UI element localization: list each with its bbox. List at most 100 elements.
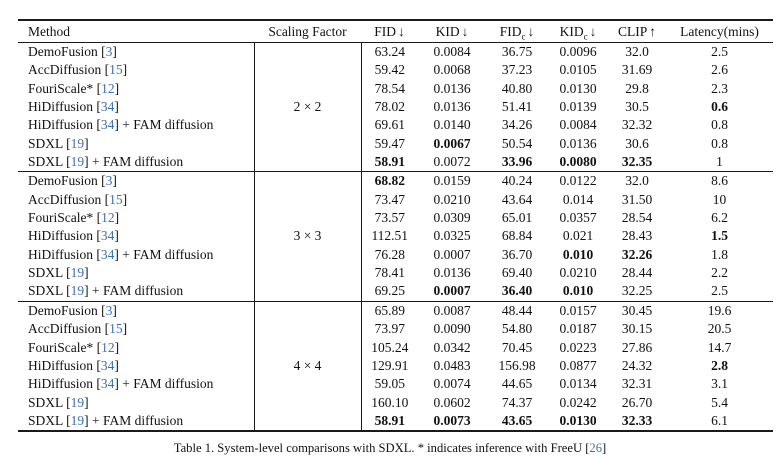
metric-value-cell: 58.91	[374, 154, 405, 170]
citation-link[interactable]: 34	[100, 117, 115, 133]
metric-value-cell: 2.3	[711, 80, 728, 96]
metric-value-cell: 0.010	[562, 283, 594, 299]
metric-value-cell: 73.97	[374, 321, 405, 337]
metric-value-cell: 36.70	[501, 246, 533, 262]
metric-value-cell: 20.5	[707, 321, 732, 337]
table-caption: Table 1. System-level comparisons with S…	[0, 441, 780, 456]
metric-value-cell: 10	[712, 191, 727, 207]
citation-link[interactable]: 19	[70, 283, 85, 299]
metric-value-cell: 0.0325	[433, 228, 471, 244]
citation-link[interactable]: 3	[105, 302, 113, 318]
table-row: AccDiffusion [15] 59.42 0.0068 37.23 0.0105 3…	[18, 61, 773, 79]
metric-value-cell: 0.0187	[559, 321, 597, 337]
table-row: FouriScale* [12] 105.24 0.0342 70.45 0.0223 2…	[18, 339, 773, 357]
method-cell: DemoFusion [3]	[18, 43, 254, 62]
citation-link[interactable]: 19	[70, 394, 85, 410]
metric-value-cell: 19.6	[707, 302, 732, 318]
column-header: FIDc ↓	[486, 20, 548, 43]
method-name: AccDiffusion [	[28, 321, 110, 337]
method-name-suffix: ]	[114, 210, 120, 226]
table-row: AccDiffusion [15] 73.47 0.0210 43.64 0.014 31…	[18, 191, 773, 209]
metric-value-cell: 43.65	[501, 412, 533, 428]
method-name: HiDiffusion [	[28, 117, 101, 133]
column-header-label: KID	[559, 23, 584, 39]
table-row: SDXL [19] + FAM diffusion 58.91 0.0073 43.6…	[18, 412, 773, 431]
citation-link[interactable]: 19	[70, 154, 85, 170]
method-name-suffix: ] + FAM diffusion	[84, 154, 184, 170]
metric-value-cell: 2.6	[711, 62, 728, 78]
table-header-row: Method Scaling Factor FID ↓ KID ↓ FIDc ↓ KIDc ↓ CL…	[18, 20, 773, 43]
metric-value-cell: 0.0130	[559, 412, 597, 428]
metric-value-cell: 32.0	[625, 173, 649, 189]
metric-value-cell: 2.8	[711, 357, 728, 373]
method-name: FouriScale* [	[28, 210, 102, 226]
column-header-subscript: c	[521, 31, 526, 42]
metric-value-cell: 0.0073	[433, 412, 471, 428]
metric-value-cell: 31.69	[621, 62, 653, 78]
metric-value-cell: 27.86	[621, 339, 653, 355]
metric-value-cell: 36.40	[501, 283, 533, 299]
citation-link[interactable]: 34	[100, 376, 115, 392]
citation-link[interactable]: 15	[109, 191, 123, 207]
table-row: HiDiffusion [34] 129.91 0.0483 156.98 0.0877…	[18, 357, 773, 375]
method-name: HiDiffusion [	[28, 99, 101, 115]
metric-value-cell: 0.0084	[433, 44, 471, 59]
method-cell: HiDiffusion [34]	[18, 357, 254, 375]
metric-value-cell: 30.15	[621, 321, 653, 337]
citation-link[interactable]: 12	[101, 210, 115, 226]
metric-value-cell: 0.0140	[433, 117, 471, 133]
citation-link[interactable]: 3	[105, 44, 113, 59]
metric-value-cell: 14.7	[707, 339, 732, 355]
metric-value-cell: 0.0122	[559, 173, 597, 189]
table-row: SDXL [19] + FAM diffusion 58.91 0.0072 33.9…	[18, 153, 773, 172]
metric-value-cell: 0.0007	[433, 283, 471, 299]
citation-link[interactable]: 19	[70, 135, 85, 151]
citation-link[interactable]: 34	[100, 228, 115, 244]
method-cell: SDXL [19]	[18, 264, 254, 282]
citation-link[interactable]: 19	[70, 412, 85, 428]
method-name-suffix: ]	[122, 321, 128, 337]
metric-value-cell: 0.0139	[559, 99, 597, 115]
method-cell: SDXL [19] + FAM diffusion	[18, 153, 254, 172]
metric-value-cell: 1	[716, 154, 723, 170]
metric-value-cell: 0.0602	[433, 394, 471, 410]
metric-value-cell: 0.0210	[433, 191, 471, 207]
citation-link[interactable]: 34	[100, 357, 115, 373]
method-name: HiDiffusion [	[28, 357, 101, 373]
citation-link[interactable]: 19	[70, 265, 85, 281]
column-header-label: Method	[28, 23, 70, 39]
arrow-up-icon: ↑	[649, 23, 656, 39]
metric-value-cell: 0.0087	[433, 302, 471, 318]
metric-value-cell: 0.6	[711, 99, 728, 115]
metric-value-cell: 68.82	[374, 173, 405, 189]
citation-link[interactable]: 3	[105, 173, 113, 189]
metric-value-cell: 24.32	[621, 357, 653, 373]
metric-value-cell: 0.0210	[559, 265, 597, 281]
citation-link[interactable]: 12	[101, 339, 115, 355]
table-row: HiDiffusion [34] + FAM diffusion 59.05 0.0…	[18, 375, 773, 393]
metric-value-cell: 43.64	[501, 191, 533, 207]
column-header-subscript: c	[583, 31, 588, 42]
citation-link[interactable]: 34	[100, 246, 115, 262]
metric-value-cell: 34.26	[501, 117, 533, 133]
metric-value-cell: 30.6	[625, 135, 649, 151]
citation-link[interactable]: 12	[101, 80, 115, 96]
citation-link[interactable]: 34	[100, 99, 115, 115]
metric-value-cell: 0.010	[562, 246, 594, 262]
citation-link[interactable]: 15	[109, 321, 123, 337]
metric-value-cell: 26.70	[621, 394, 653, 410]
metric-value-cell: 1.8	[711, 246, 728, 262]
metric-value-cell: 0.014	[562, 191, 594, 207]
column-header: CLIP ↑	[608, 20, 666, 43]
metric-value-cell: 37.23	[501, 62, 533, 78]
metric-value-cell: 70.45	[501, 339, 533, 355]
metric-value-cell: 0.0136	[559, 135, 597, 151]
metric-value-cell: 0.0136	[433, 80, 471, 96]
metric-value-cell: 0.0223	[559, 339, 597, 355]
metric-value-cell: 30.5	[625, 99, 649, 115]
caption-citation-link[interactable]: 26	[589, 441, 603, 455]
metric-value-cell: 59.05	[374, 376, 405, 392]
method-name-suffix: ] + FAM diffusion	[114, 246, 214, 262]
metric-value-cell: 59.47	[374, 135, 405, 151]
citation-link[interactable]: 15	[109, 62, 123, 78]
